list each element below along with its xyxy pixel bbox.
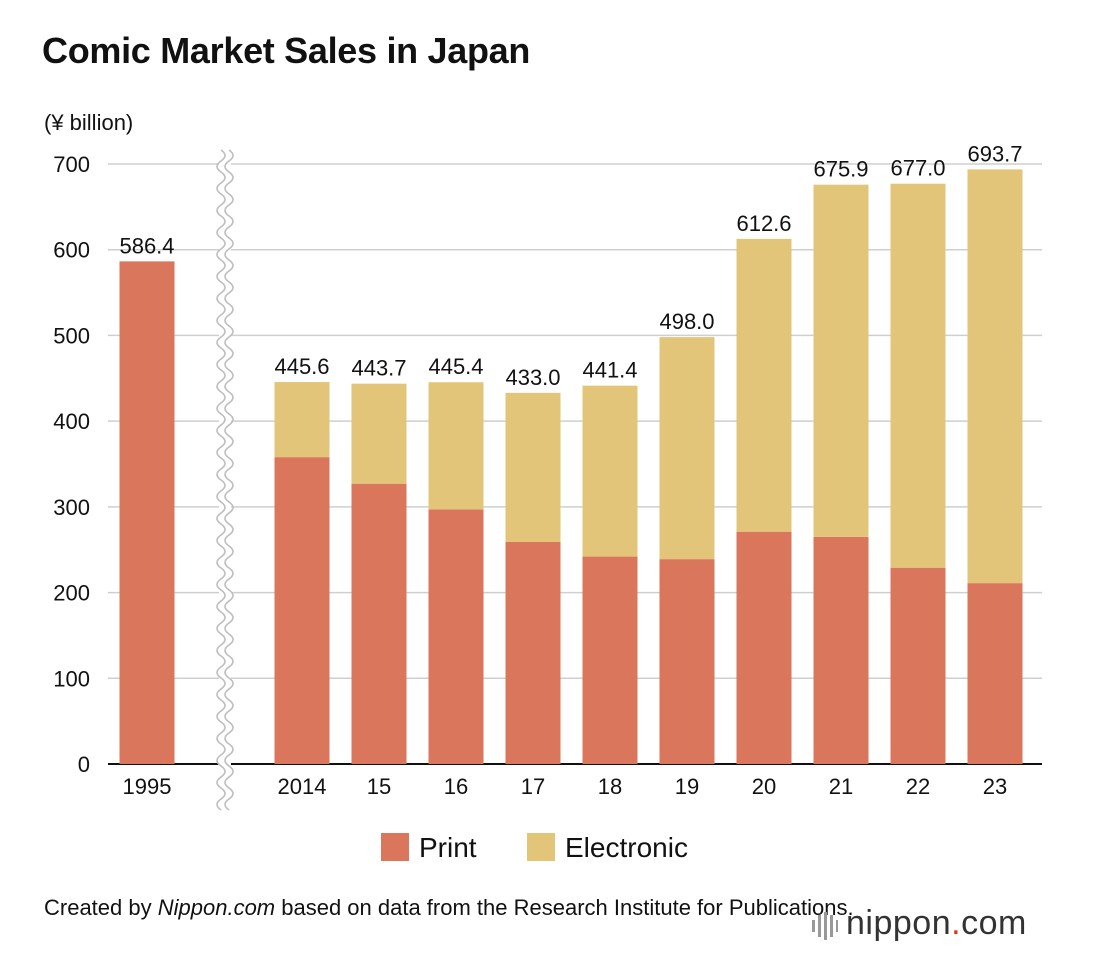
legend-swatch-electronic — [527, 833, 555, 861]
bar-electronic-23 — [967, 169, 1023, 584]
y-tick-label: 500 — [53, 323, 90, 348]
bar-electronic-19 — [659, 337, 715, 560]
bar-total-label: 433.0 — [505, 365, 560, 390]
bar-total-label: 441.4 — [582, 358, 637, 383]
legend-swatch-print — [381, 833, 409, 861]
legend-label-electronic: Electronic — [565, 832, 688, 863]
bar-total-label: 677.0 — [890, 156, 945, 181]
bar-print-23 — [967, 583, 1023, 764]
x-tick-label: 16 — [444, 774, 468, 799]
axis-break-line-right — [224, 149, 234, 811]
bar-electronic-22 — [890, 183, 946, 568]
bar-total-label: 675.9 — [813, 157, 868, 182]
axis-break-line-left — [216, 149, 226, 811]
bar-total-labels: 586.4 445.6 443.7 445.4 433.0 441.4 498.0 612.6… — [119, 141, 1022, 389]
bar-electronic-2014 — [274, 382, 330, 458]
bar-electronic-17 — [505, 392, 561, 542]
y-tick-label: 0 — [78, 752, 90, 777]
bar-print-20 — [736, 531, 792, 764]
bars — [119, 169, 1023, 764]
brand-logo: nippon.com — [812, 904, 1052, 948]
bar-print-21 — [813, 536, 869, 764]
bar-print-19 — [659, 559, 715, 764]
gridlines — [108, 163, 1042, 765]
y-tick-label: 300 — [53, 495, 90, 520]
legend-label-print: Print — [419, 832, 477, 863]
bar-electronic-18 — [582, 385, 638, 557]
x-tick-label: 19 — [675, 774, 699, 799]
bar-electronic-21 — [813, 184, 869, 537]
x-tick-label: 23 — [983, 774, 1007, 799]
y-axis-ticks: 0 100 200 300 400 500 600 700 — [53, 152, 90, 777]
x-tick-label: 21 — [829, 774, 853, 799]
bar-print-18 — [582, 556, 638, 764]
bar-electronic-16 — [428, 382, 484, 510]
y-tick-label: 100 — [53, 666, 90, 691]
bar-print-15 — [351, 483, 407, 764]
bar-print-22 — [890, 567, 946, 764]
y-tick-label: 400 — [53, 409, 90, 434]
bar-total-label: 445.6 — [274, 354, 329, 379]
bar-total-label: 498.0 — [659, 309, 714, 334]
bar-electronic-15 — [351, 383, 407, 484]
bar-print-17 — [505, 542, 561, 764]
source-note: Created by Nippon.com based on data from… — [44, 894, 854, 922]
x-tick-label: 2014 — [278, 774, 327, 799]
axis-break — [216, 149, 234, 811]
x-tick-label: 17 — [521, 774, 545, 799]
chart-title: Comic Market Sales in Japan — [42, 30, 531, 71]
source-prefix: Created by — [44, 895, 158, 920]
x-tick-label: 20 — [752, 774, 776, 799]
source-site: Nippon.com — [157, 895, 276, 920]
x-tick-label: 18 — [598, 774, 622, 799]
x-tick-label: 22 — [906, 774, 930, 799]
bar-print-16 — [428, 509, 484, 764]
x-tick-label: 15 — [367, 774, 391, 799]
legend: Print Electronic — [381, 832, 688, 863]
y-tick-label: 600 — [53, 238, 90, 263]
bar-total-label: 443.7 — [351, 356, 406, 381]
bar-total-label: 612.6 — [736, 211, 791, 236]
brand-name: nippon.com — [846, 904, 1027, 942]
x-axis-ticks: 1995 2014 15 16 17 18 19 20 21 22 23 — [123, 774, 1008, 799]
bar-total-label: 693.7 — [967, 141, 1022, 166]
source-suffix: based on data from the Research Institut… — [275, 895, 854, 920]
chart-canvas: (¥ billion) 0 100 200 300 400 500 600 700 1995 2… — [44, 110, 1042, 863]
y-tick-label: 700 — [53, 152, 90, 177]
bar-print-1995 — [119, 261, 175, 764]
y-unit-label: (¥ billion) — [44, 110, 133, 135]
bar-electronic-20 — [736, 238, 792, 532]
x-tick-label: 1995 — [123, 774, 172, 799]
bar-print-2014 — [274, 457, 330, 764]
bar-total-label: 445.4 — [428, 354, 483, 379]
bars-logo-icon — [812, 912, 838, 940]
y-tick-label: 200 — [53, 581, 90, 606]
bar-total-label: 586.4 — [119, 233, 174, 258]
